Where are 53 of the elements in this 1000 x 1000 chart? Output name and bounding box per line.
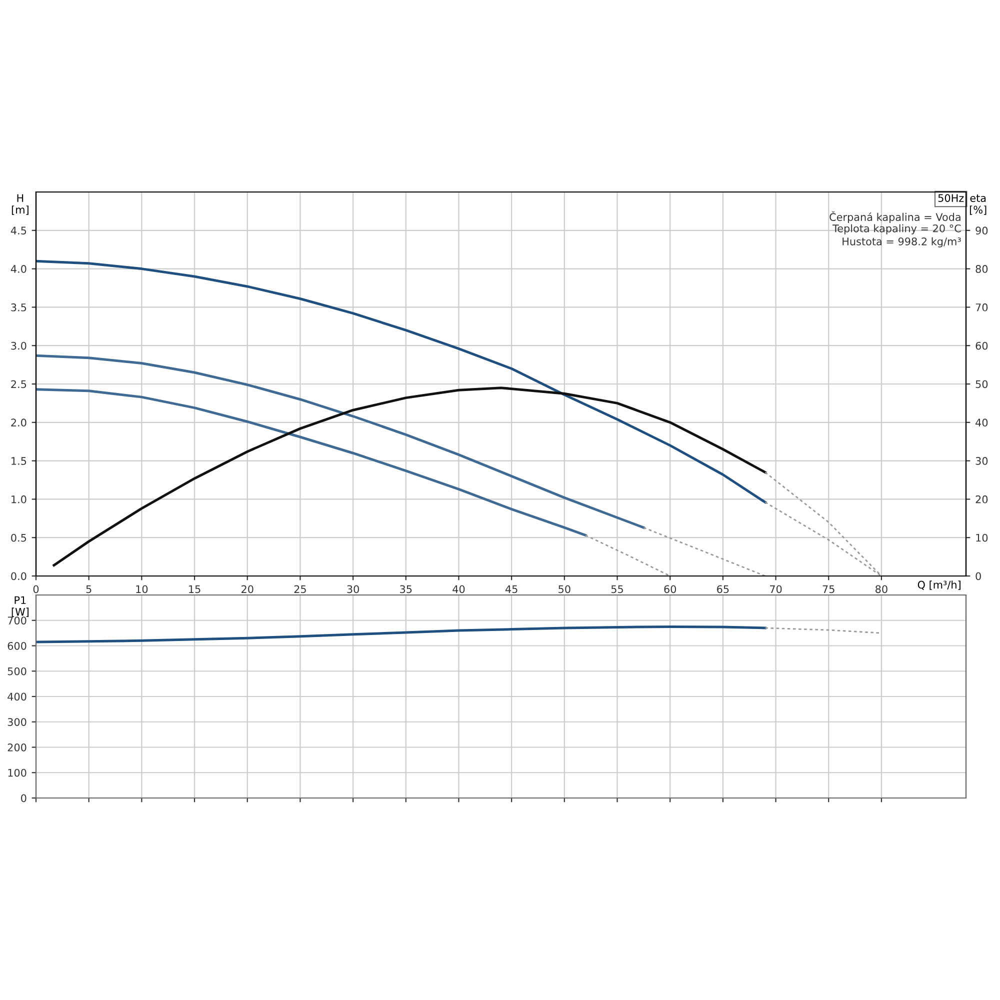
x-tick-label: 0 [33,585,39,594]
y-tick-label: 400 [8,692,26,701]
x-tick-label: 65 [717,585,729,594]
x-tick-label: 60 [664,585,676,594]
y2-tick-label: 0 [976,572,981,580]
annotation: Hustota = 998.2 kg/m³ [842,237,961,248]
y2-tick-label: 10 [976,534,988,542]
x-axis-title: Q [m³/h] [918,580,960,590]
y-tick-label: 500 [8,667,26,676]
y2-axis-title: eta [%] [970,194,986,215]
x-tick-label: 30 [347,585,359,594]
y-tick-label: 4.0 [10,265,26,273]
annotation: Teplota kapaliny = 20 °C [832,224,961,234]
y-tick-label: 3.5 [11,303,26,312]
y-tick-label: 0.0 [11,572,26,580]
x-tick-label: 40 [452,585,465,594]
x-tick-label: 10 [136,585,148,594]
y-tick-label: 2.0 [11,418,26,427]
x-tick-label: 75 [822,585,834,594]
y-tick-label: 4.5 [10,226,26,235]
annotation: 50Hz [938,194,964,202]
annotation: Čerpaná kapalina = Voda [830,211,960,224]
y-tick-label: 2.5 [11,380,26,388]
y-tick-label: 600 [8,642,26,650]
y-tick-label: 300 [8,718,26,726]
x-tick-label: 20 [242,585,254,594]
y2-tick-label: 50 [976,380,988,388]
y2-tick-label: 80 [976,265,988,273]
y2-tick-label: 90 [976,226,988,235]
y-tick-label: 1.5 [12,457,26,465]
y-tick-label: 100 [8,768,26,777]
y-tick-label: 1.0 [12,495,26,504]
x-tick-label: 35 [400,585,412,594]
y2-tick-label: 20 [976,495,988,504]
y-axis-title: H [m] [12,194,28,215]
y-tick-label: 200 [8,743,26,752]
y-axis-title: P1 [W] [12,596,29,617]
x-tick-label: 70 [770,585,782,594]
x-tick-label: 25 [294,585,306,594]
x-tick-label: 45 [505,585,518,594]
x-tick-label: 15 [189,585,200,594]
y2-tick-label: 60 [976,342,988,350]
x-tick-label: 80 [876,585,888,594]
y2-tick-label: 40 [976,418,988,427]
x-tick-label: 55 [611,585,623,594]
y2-tick-label: 70 [976,303,988,312]
x-tick-label: 50 [558,585,570,594]
y-tick-label: 0 [21,794,26,802]
y-tick-label: 3.0 [11,342,26,350]
y-tick-label: 700 [8,616,26,624]
y2-tick-label: 30 [976,457,988,465]
x-tick-label: 5 [86,585,92,594]
y-tick-label: 0.5 [11,534,26,542]
